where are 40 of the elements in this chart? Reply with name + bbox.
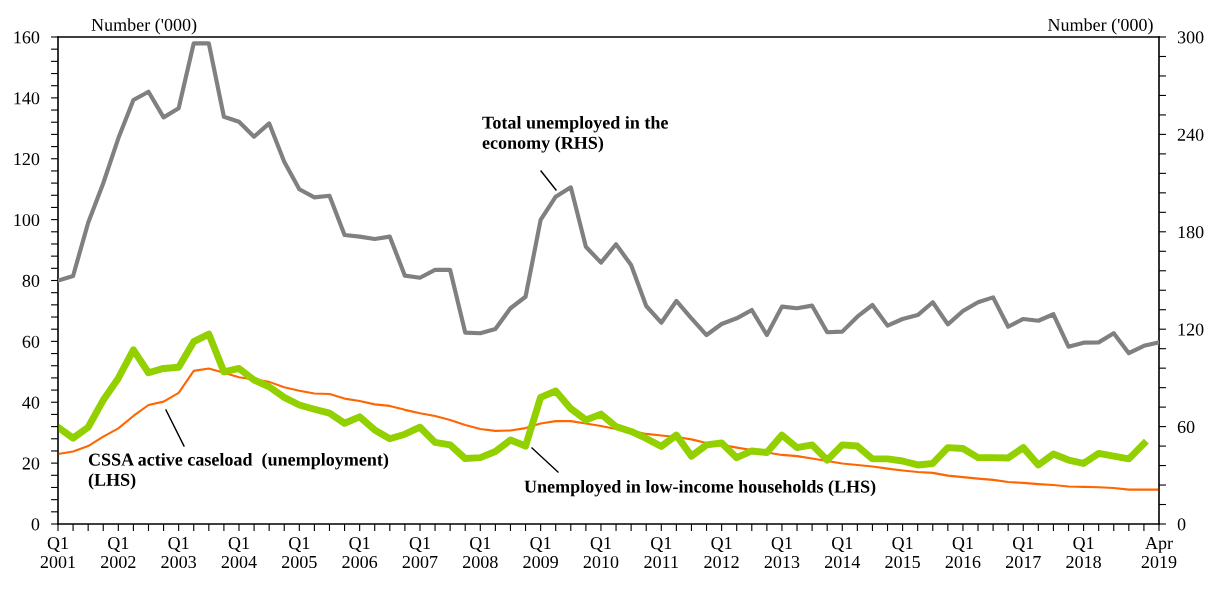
series-label: CSSA active caseload (unemployment) (LHS) bbox=[88, 453, 389, 490]
x-tick-label: Q1 2002 bbox=[101, 537, 136, 569]
x-tick-label: Q1 2001 bbox=[40, 537, 75, 569]
y2-tick-label: 60 bbox=[1177, 420, 1195, 434]
y-tick-label: 40 bbox=[22, 396, 40, 409]
x-tick-label: Q1 2012 bbox=[704, 537, 739, 569]
line-series bbox=[58, 41, 1159, 356]
x-tick-label: Q1 2016 bbox=[945, 537, 981, 569]
y2-axis-title: Number ('000) bbox=[1047, 18, 1153, 35]
x-tick-label: Q1 2010 bbox=[583, 537, 619, 569]
x-tick-label: Apr 2019 bbox=[1141, 537, 1177, 569]
y2-tick-label: 300 bbox=[1177, 31, 1204, 44]
y-tick-label: 0 bbox=[31, 518, 40, 531]
x-tick-label: Q1 2013 bbox=[764, 537, 800, 569]
x-tick-label: Q1 2014 bbox=[825, 537, 861, 569]
y2-tick-label: 120 bbox=[1178, 323, 1204, 336]
x-tick-label: Q1 2003 bbox=[161, 537, 197, 569]
y-tick-label: 100 bbox=[14, 213, 40, 227]
x-tick-label: Q1 2017 bbox=[1006, 537, 1041, 569]
x-tick-label: Q1 2011 bbox=[644, 537, 678, 569]
y-axis-title: Number ('000) bbox=[91, 18, 197, 35]
x-tick-label: Q1 2008 bbox=[463, 537, 498, 569]
y2-tick-label: 240 bbox=[1177, 128, 1204, 141]
y-tick-label: 20 bbox=[22, 457, 40, 470]
y2-tick-label: 0 bbox=[1177, 518, 1186, 531]
y-tick-label: 140 bbox=[14, 92, 40, 105]
y-tick-label: 120 bbox=[14, 153, 40, 166]
x-tick-label: Q1 2009 bbox=[523, 537, 558, 569]
x-tick-label: Q1 2005 bbox=[282, 537, 317, 569]
x-tick-label: Q1 2018 bbox=[1066, 537, 1101, 569]
text: Total unemployed in the economy (RHS) bbox=[482, 116, 668, 153]
x-tick-label: Q1 2007 bbox=[402, 537, 438, 569]
x-tick-label: Q1 2015 bbox=[885, 537, 920, 569]
series-label: Unemployed in low-income households (LHS) bbox=[524, 480, 876, 497]
x-tick-label: Q1 2006 bbox=[342, 537, 378, 569]
x-tick-label: Q1 2004 bbox=[221, 537, 257, 569]
y2-tick-label: 180 bbox=[1178, 226, 1204, 239]
y-tick-label: 60 bbox=[22, 335, 40, 348]
y-tick-label: 80 bbox=[22, 274, 40, 287]
y-tick-label: 160 bbox=[14, 31, 40, 44]
